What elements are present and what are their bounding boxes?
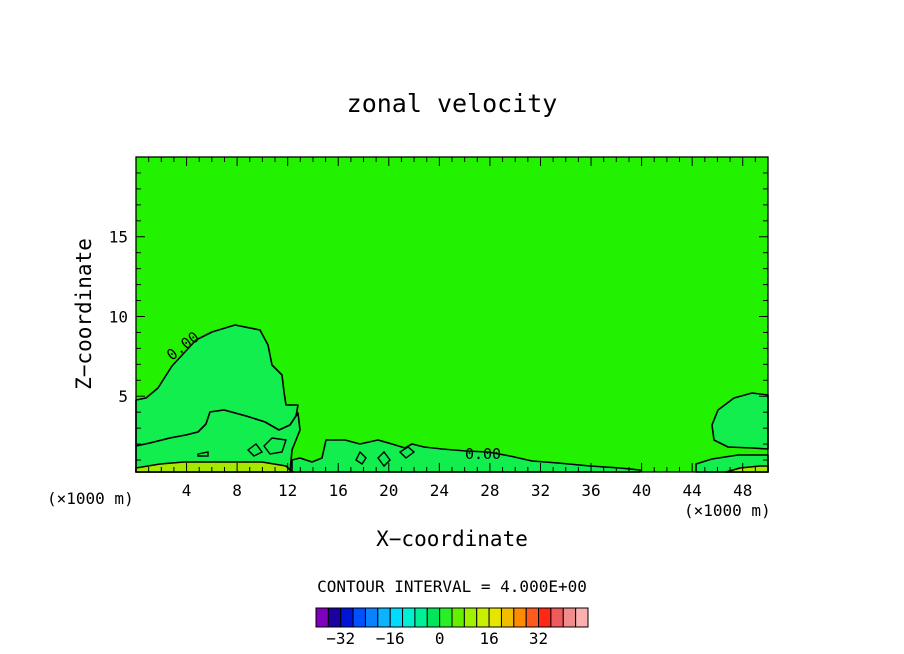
colorbar-tick-label: −32 [326, 629, 355, 648]
contour-island-3 [355, 450, 367, 465]
colorbar-swatch [364, 607, 379, 628]
x-tick-label: 36 [581, 481, 600, 500]
colorbar-swatch [513, 607, 527, 628]
colorbar-tick-label: 0 [435, 629, 445, 648]
axis-ticks [136, 157, 768, 472]
y-tick-label: 15 [109, 228, 128, 247]
colorbar [315, 607, 589, 628]
contour-island-1 [246, 443, 264, 457]
x-tick-label: 28 [480, 481, 499, 500]
x-units-label: (×1000 m) [684, 501, 771, 520]
colorbar-swatch [389, 607, 404, 628]
contour-island-4 [377, 450, 391, 468]
x-tick-label: 48 [733, 481, 752, 500]
colorbar-swatch [476, 607, 490, 628]
colorbar-swatch [562, 607, 577, 628]
colorbar-swatch [500, 607, 515, 628]
negative-region-bottom-mid [291, 439, 641, 473]
contour-regions [135, 324, 769, 473]
contour-island-5 [398, 446, 416, 459]
negative-region-bottom-left [135, 409, 301, 473]
colorbar-swatch [327, 607, 342, 628]
colorbar-tick-label: 32 [529, 629, 548, 648]
x-tick-label: 12 [278, 481, 297, 500]
colorbar-swatch [550, 607, 564, 628]
colorbar-swatch [414, 607, 428, 628]
chart-title: zonal velocity [347, 89, 558, 118]
negative-region-right [711, 392, 769, 450]
colorbar-swatch [340, 607, 354, 628]
x-tick-label: 16 [329, 481, 348, 500]
x-tick-label: 40 [632, 481, 651, 500]
colorbar-swatch [352, 607, 366, 628]
colorbar-swatch [451, 607, 465, 628]
plot-area: 0.000.00 [135, 156, 769, 473]
colorbar-swatch [402, 607, 416, 628]
y-units-label: (×1000 m) [47, 489, 134, 508]
colorbar-swatch [525, 607, 540, 628]
x-tick-labels: 4 8 12 16 20 24 28 32 36 40 44 48 [182, 481, 753, 500]
x-tick-label: 24 [430, 481, 449, 500]
colorbar-swatch [463, 607, 478, 628]
x-tick-label: 20 [379, 481, 398, 500]
contour-island-6 [197, 451, 209, 457]
y-tick-label: 10 [109, 307, 128, 326]
colorbar-swatch [439, 607, 453, 628]
colorbar-swatch [377, 607, 391, 628]
x-tick-label: 32 [531, 481, 550, 500]
y-tick-label: 5 [118, 387, 128, 406]
colorbar-swatch [538, 607, 552, 628]
x-axis-label: X−coordinate [376, 527, 528, 551]
positive-band-bottom [135, 461, 293, 473]
x-tick-label: 44 [683, 481, 702, 500]
colorbar-tick-label: −16 [376, 629, 405, 648]
contour-label: 0.00 [465, 445, 501, 463]
colorbar-swatch [426, 607, 441, 628]
contour-interval-text: CONTOUR INTERVAL = 4.000E+00 [317, 577, 587, 596]
colorbar-swatch [315, 607, 329, 628]
y-tick-labels: 5 10 15 [109, 228, 128, 406]
colorbar-tick-labels: −32 −16 0 16 32 [326, 629, 548, 648]
x-tick-label: 8 [232, 481, 242, 500]
colorbar-swatch [575, 607, 589, 628]
y-axis-label: Z−coordinate [72, 238, 96, 390]
colorbar-swatch [488, 607, 502, 628]
colorbar-tick-label: 16 [479, 629, 498, 648]
x-tick-label: 4 [182, 481, 192, 500]
contour-island-2 [263, 437, 287, 455]
